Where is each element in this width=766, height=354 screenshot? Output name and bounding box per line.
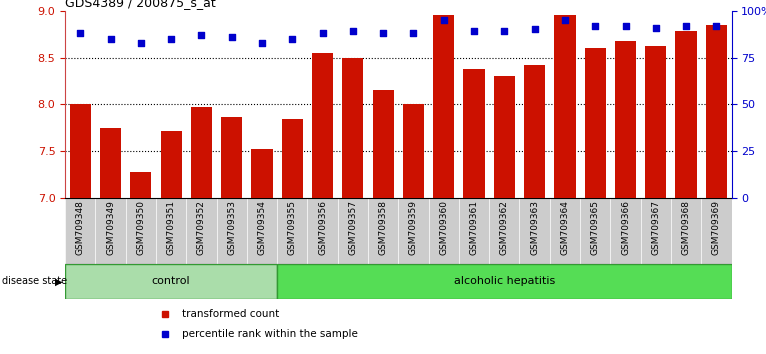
Text: GSM709362: GSM709362 <box>500 200 509 255</box>
Bar <box>459 198 489 264</box>
Bar <box>191 107 212 198</box>
Text: GSM709365: GSM709365 <box>591 200 600 255</box>
Bar <box>186 198 217 264</box>
Point <box>498 28 510 34</box>
Point <box>437 17 450 23</box>
Bar <box>217 198 247 264</box>
Bar <box>403 104 424 198</box>
Text: GSM709366: GSM709366 <box>621 200 630 255</box>
Bar <box>524 65 545 198</box>
Point <box>529 27 541 32</box>
Bar <box>550 198 580 264</box>
Point <box>558 17 571 23</box>
Bar <box>489 198 519 264</box>
Text: GSM709355: GSM709355 <box>288 200 296 255</box>
Text: disease state: disease state <box>2 276 67 286</box>
Text: GSM709357: GSM709357 <box>349 200 358 255</box>
Text: ▶: ▶ <box>55 276 63 286</box>
Text: GSM709356: GSM709356 <box>318 200 327 255</box>
Bar <box>701 198 732 264</box>
Bar <box>277 264 732 299</box>
Bar <box>429 198 459 264</box>
Bar <box>156 198 186 264</box>
Point <box>589 23 601 28</box>
Text: GSM709353: GSM709353 <box>228 200 236 255</box>
Text: GSM709354: GSM709354 <box>257 200 267 255</box>
Text: GSM709350: GSM709350 <box>136 200 146 255</box>
Point <box>710 23 722 28</box>
Bar <box>65 198 96 264</box>
Text: GSM709367: GSM709367 <box>651 200 660 255</box>
Bar <box>100 128 121 198</box>
Text: GSM709361: GSM709361 <box>470 200 479 255</box>
Text: GSM709368: GSM709368 <box>682 200 691 255</box>
Bar <box>584 48 606 198</box>
Point <box>347 28 359 34</box>
Bar <box>307 198 338 264</box>
Text: GSM709364: GSM709364 <box>561 200 569 255</box>
Bar <box>342 57 364 198</box>
Point <box>165 36 177 42</box>
Bar <box>130 172 152 198</box>
Bar <box>372 90 394 198</box>
Text: GSM709359: GSM709359 <box>409 200 418 255</box>
Point <box>377 30 389 36</box>
Point <box>468 28 480 34</box>
Text: GSM709360: GSM709360 <box>439 200 448 255</box>
Bar <box>65 264 277 299</box>
Bar <box>221 116 242 198</box>
Bar <box>368 198 398 264</box>
Point <box>408 30 420 36</box>
Bar <box>247 198 277 264</box>
Point <box>225 34 237 40</box>
Text: GSM709369: GSM709369 <box>712 200 721 255</box>
Bar <box>338 198 368 264</box>
Bar <box>640 198 671 264</box>
Point <box>620 23 632 28</box>
Point <box>195 32 208 38</box>
Text: transformed count: transformed count <box>182 309 279 319</box>
Text: GSM709352: GSM709352 <box>197 200 206 255</box>
Point <box>650 25 662 30</box>
Text: alcoholic hepatitis: alcoholic hepatitis <box>453 276 555 286</box>
Bar <box>611 198 640 264</box>
Bar <box>312 53 333 198</box>
Bar <box>282 119 303 198</box>
Point <box>104 36 116 42</box>
Bar <box>671 198 701 264</box>
Point <box>286 36 299 42</box>
Point <box>256 40 268 45</box>
Bar <box>126 198 156 264</box>
Point <box>316 30 329 36</box>
Text: GSM709348: GSM709348 <box>76 200 85 255</box>
Text: percentile rank within the sample: percentile rank within the sample <box>182 329 358 339</box>
Bar <box>705 25 727 198</box>
Bar <box>555 15 575 198</box>
Text: GSM709363: GSM709363 <box>530 200 539 255</box>
Text: GSM709351: GSM709351 <box>167 200 175 255</box>
Text: GSM709358: GSM709358 <box>378 200 388 255</box>
Bar <box>645 46 666 198</box>
Bar <box>615 41 636 198</box>
Bar <box>398 198 429 264</box>
Bar <box>463 69 485 198</box>
Text: GDS4389 / 200875_s_at: GDS4389 / 200875_s_at <box>65 0 216 10</box>
Point <box>680 23 692 28</box>
Bar <box>70 104 91 198</box>
Bar <box>277 198 307 264</box>
Bar <box>433 15 454 198</box>
Bar <box>251 149 273 198</box>
Bar <box>96 198 126 264</box>
Point <box>135 40 147 45</box>
Bar <box>580 198 611 264</box>
Bar <box>519 198 550 264</box>
Text: control: control <box>152 276 191 286</box>
Bar <box>676 31 697 198</box>
Point <box>74 30 87 36</box>
Text: GSM709349: GSM709349 <box>106 200 115 255</box>
Bar <box>161 131 182 198</box>
Bar <box>494 76 515 198</box>
